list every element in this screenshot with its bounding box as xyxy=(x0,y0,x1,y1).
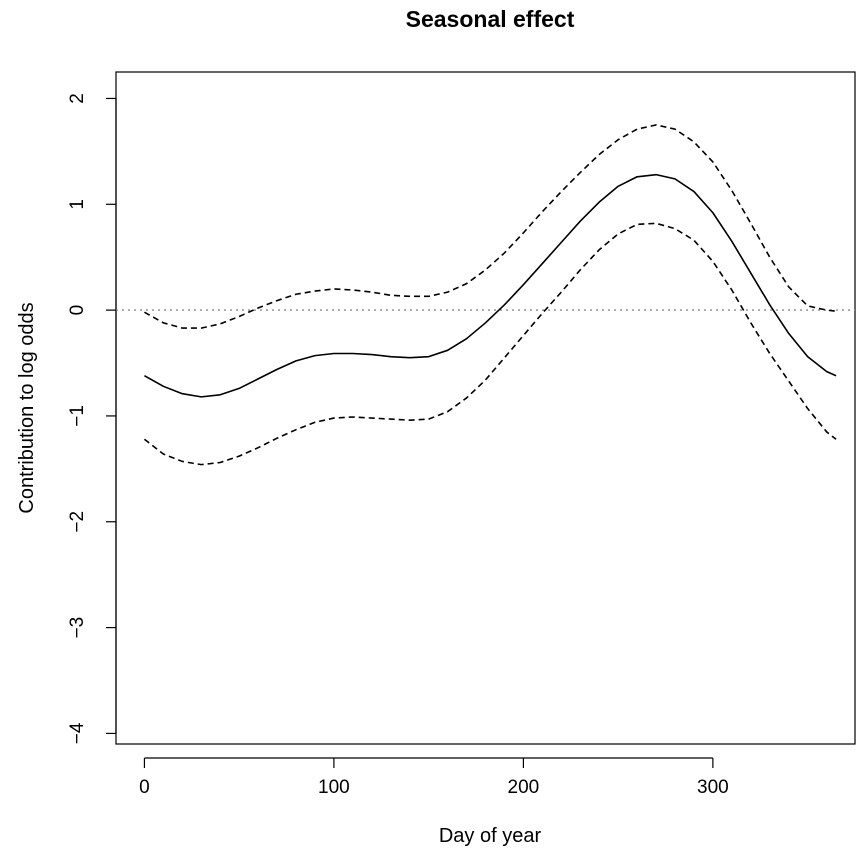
x-axis: 0 100 200 300 xyxy=(139,757,729,798)
y-tick-label: 2 xyxy=(67,93,88,104)
x-axis-title: Day of year xyxy=(439,825,542,847)
y-tick-label: −4 xyxy=(67,722,88,744)
x-tick-label: 100 xyxy=(318,777,350,798)
x-tick-label: 0 xyxy=(139,777,150,798)
y-axis-title: Contribution to log odds xyxy=(16,302,38,513)
y-tick-label: 1 xyxy=(67,199,88,210)
y-tick-label: −3 xyxy=(67,617,88,639)
y-tick-label: −2 xyxy=(67,511,88,533)
estimate-line xyxy=(144,173,837,398)
y-tick-label: 0 xyxy=(67,305,88,316)
y-axis: −4 −3 −2 −1 0 1 2 xyxy=(67,93,117,744)
y-tick-label: −1 xyxy=(67,405,88,427)
series-group xyxy=(143,124,837,466)
lower-confidence-line xyxy=(143,222,837,466)
plot-frame xyxy=(115,71,856,745)
x-tick-label: 200 xyxy=(508,777,540,798)
chart-title: Seasonal effect xyxy=(406,6,575,32)
upper-confidence-line xyxy=(144,124,837,329)
x-tick-label: 300 xyxy=(697,777,729,798)
